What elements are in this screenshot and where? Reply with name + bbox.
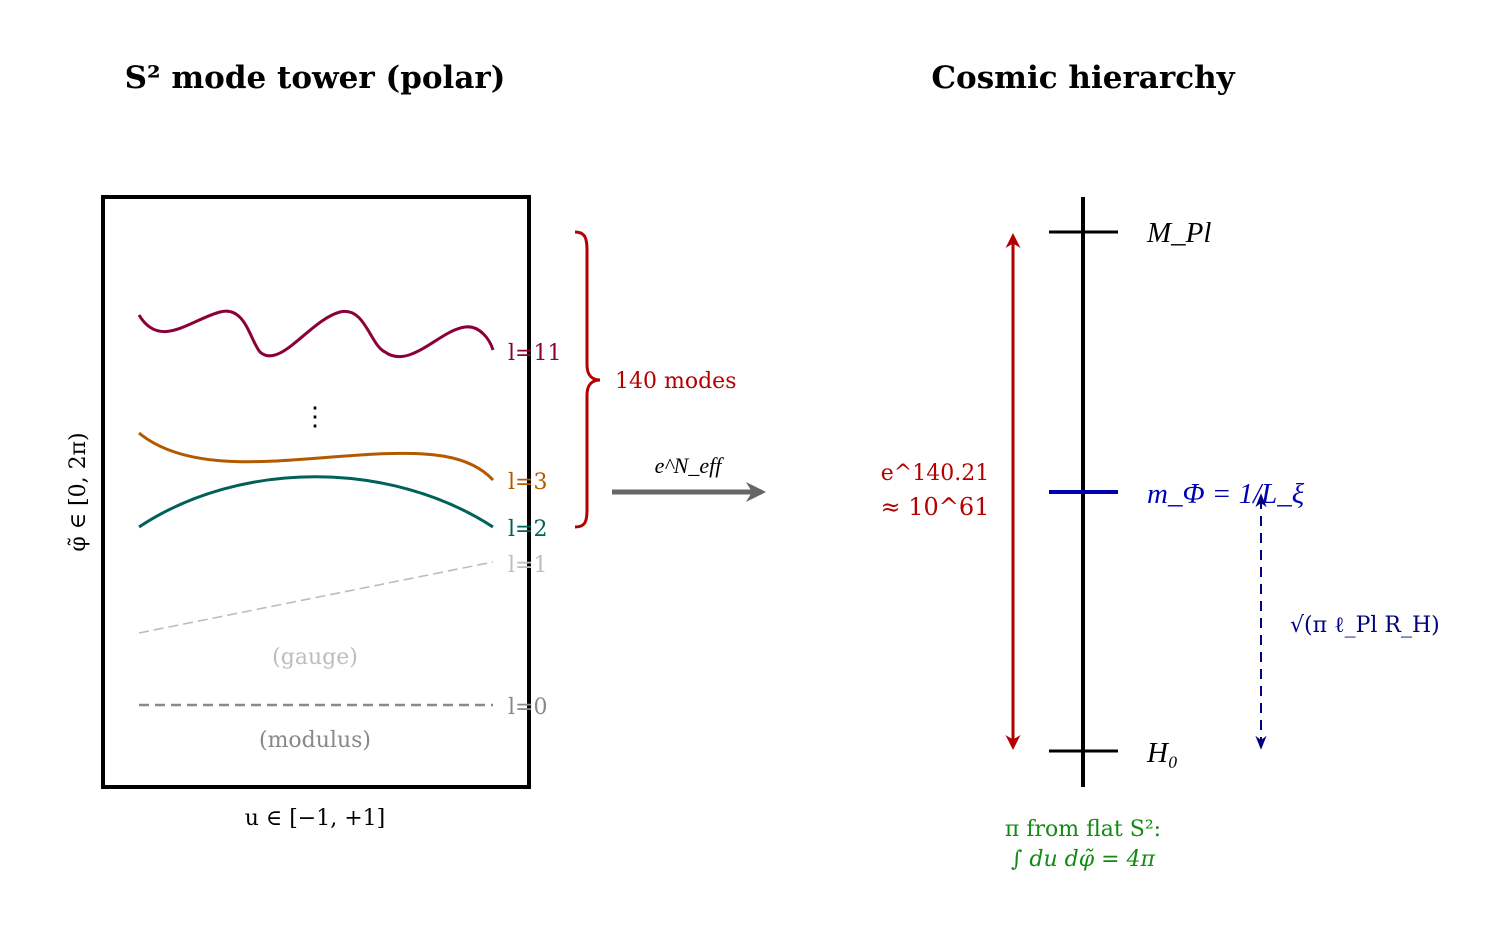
x-axis-label: u ∈ [−1, +1] [245,806,385,831]
ratio-line-2: ≈ 10^61 [881,493,990,521]
mode-curve-l3 [138,431,495,482]
mode-box [101,195,531,789]
brace-label: 140 modes [615,369,736,394]
footnote-line-1: π from flat S²: [1005,817,1161,842]
mode-label-l11: l=11 [508,341,561,366]
level-label-phi-mass: m_Φ = 1/L_ξ [1147,478,1305,510]
mode-label-l0: l=0 [508,695,547,720]
right-title: Cosmic hierarchy [931,60,1235,96]
level-label-planck: M_Pl [1146,217,1211,249]
mode-label-l3: l=3 [508,470,547,495]
modulus-note: (modulus) [259,728,371,753]
arrow-label: e^N_eff [655,453,725,478]
left-title: S² mode tower (polar) [125,60,506,96]
ratio-line-1: e^140.21 [881,461,989,486]
sqrt-label: √(π ℓ_Pl R_H) [1290,613,1440,638]
mode-curve-l1 [138,561,494,634]
gauge-note: (gauge) [272,645,358,670]
ellipsis: ⋮ [302,402,328,432]
mode-label-l1: l=1 [508,553,547,578]
mode-curve-l2 [138,475,494,529]
level-label-hubble: H₀ [1146,737,1178,769]
footnote-line-2: ∫ du dφ̃ = 4π [1011,847,1156,872]
mode-curve-l11 [137,309,495,359]
y-axis-label: φ̃ ∈ [0, 2π) [66,432,91,551]
mode-label-l2: l=2 [508,517,547,542]
mode-count-brace [574,230,601,529]
